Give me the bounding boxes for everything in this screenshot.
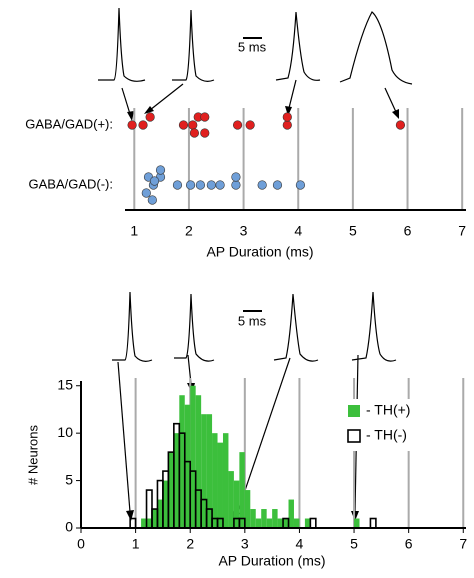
x-tick-label: 4 <box>294 223 302 239</box>
point <box>245 120 255 130</box>
x-tick-label: 5 <box>350 536 358 552</box>
bar <box>222 433 229 528</box>
point <box>147 195 157 205</box>
bar <box>293 518 300 528</box>
bar <box>179 395 185 528</box>
x-tick-label: 5 <box>349 223 357 239</box>
point <box>200 128 210 138</box>
scale-label: 5 ms <box>238 313 267 328</box>
bar <box>190 385 196 528</box>
legend-box <box>344 399 462 451</box>
row-label: GABA/GAD(-): <box>28 176 113 191</box>
bar <box>304 518 311 528</box>
x-axis-label: AP Duration (ms) <box>218 553 325 569</box>
x-tick-label: 4 <box>296 536 304 552</box>
point <box>188 120 198 130</box>
bar <box>277 518 284 528</box>
point <box>178 120 189 130</box>
point <box>127 120 137 130</box>
legend-swatch <box>347 429 361 443</box>
bar <box>354 518 360 528</box>
bar <box>244 490 251 528</box>
y-axis-label: # Neurons <box>25 425 40 485</box>
bar <box>272 509 278 528</box>
legend-swatch <box>348 405 360 417</box>
bar <box>212 433 218 528</box>
x-tick-label: 3 <box>241 536 249 552</box>
y-tick-label: 15 <box>57 376 73 392</box>
point <box>215 180 225 190</box>
x-tick-label: 7 <box>459 536 467 552</box>
point <box>200 112 210 122</box>
point <box>272 180 283 190</box>
point <box>206 180 216 190</box>
legend-label: - TH(-) <box>366 427 407 443</box>
bar <box>157 499 163 528</box>
point <box>149 176 160 186</box>
x-tick-label: 0 <box>77 536 85 552</box>
x-tick-label: 3 <box>240 223 248 239</box>
bar <box>255 518 262 528</box>
bar <box>250 509 256 528</box>
bar <box>184 404 191 528</box>
x-tick-label: 1 <box>130 223 138 239</box>
y-tick-label: 5 <box>65 471 73 487</box>
bar <box>233 480 240 528</box>
x-axis-label: AP Duration (ms) <box>206 244 313 260</box>
x-tick-label: 6 <box>405 536 413 552</box>
bar <box>173 433 180 528</box>
x-tick-label: 2 <box>185 223 193 239</box>
bar <box>195 395 202 528</box>
point <box>189 128 200 138</box>
point <box>282 112 292 122</box>
bar <box>261 509 267 528</box>
arrows <box>117 79 399 522</box>
point <box>155 165 166 175</box>
legend-label: - TH(+) <box>366 402 410 418</box>
point <box>282 120 292 130</box>
bar <box>266 518 273 528</box>
point <box>141 188 151 198</box>
bar <box>151 509 158 528</box>
point <box>185 180 196 190</box>
x-tick-label: 2 <box>186 536 194 552</box>
bar <box>201 414 207 528</box>
bar <box>217 442 223 528</box>
x-tick-label: 6 <box>404 223 412 239</box>
point <box>395 120 406 130</box>
x-tick-label: 7 <box>458 223 466 239</box>
point <box>231 180 241 190</box>
waveforms-bottom <box>112 291 397 362</box>
waveforms-top <box>98 7 413 85</box>
bar <box>228 471 234 528</box>
point <box>232 120 243 130</box>
bar <box>309 517 317 529</box>
bar <box>288 499 294 528</box>
bar <box>168 452 174 528</box>
point <box>231 172 241 182</box>
y-tick-label: 0 <box>65 519 73 535</box>
scale-label: 5 ms <box>238 39 267 54</box>
bar <box>206 414 213 528</box>
point <box>172 180 183 190</box>
x-tick-label: 1 <box>132 536 140 552</box>
bar <box>239 452 245 528</box>
bar <box>146 518 152 528</box>
point <box>295 180 306 190</box>
bar <box>369 517 377 529</box>
row-label: GABA/GAD(+): <box>25 116 113 131</box>
point <box>257 180 267 190</box>
point <box>138 120 148 130</box>
bar <box>162 480 169 528</box>
y-tick-label: 10 <box>57 424 73 440</box>
point <box>195 180 206 190</box>
bar <box>283 518 289 528</box>
bar <box>141 518 147 528</box>
point <box>145 112 155 122</box>
